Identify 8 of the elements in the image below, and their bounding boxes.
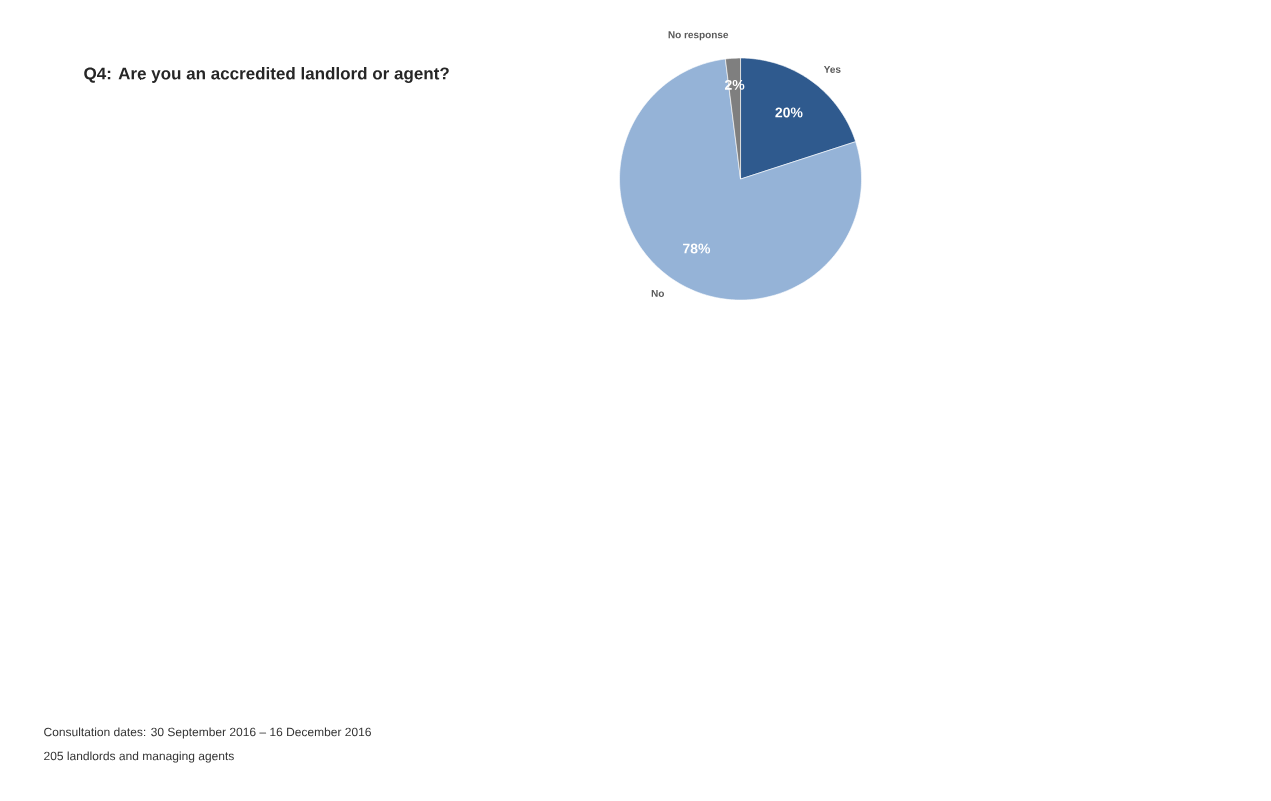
text: 205 landlords and managing agents bbox=[44, 751, 234, 763]
text: Consultation dates: 30 September 2016 – 16 December 2016 bbox=[44, 727, 371, 739]
slice-label: No bbox=[651, 289, 664, 297]
text: Q4: Are you an accredited landlord or agent? bbox=[84, 67, 449, 83]
slice-label: No response bbox=[668, 31, 729, 41]
data-label: 20% bbox=[775, 107, 803, 118]
slice-label: Yes bbox=[823, 65, 841, 73]
data-label: 78% bbox=[683, 243, 711, 254]
